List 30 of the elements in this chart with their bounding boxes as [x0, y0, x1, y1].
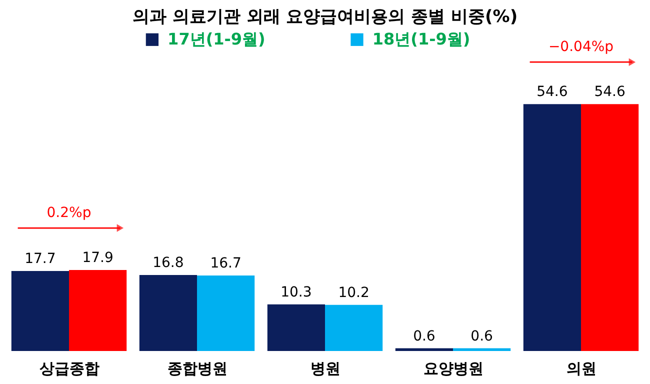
data-label: 10.3: [280, 284, 312, 300]
legend-label: 17년(1-9월): [168, 30, 266, 49]
data-label: 16.7: [210, 255, 242, 272]
data-label: 54.6: [594, 84, 626, 100]
bar: [581, 104, 639, 351]
data-label: 17.7: [24, 250, 56, 267]
bar: [11, 270, 69, 351]
bar: [267, 304, 325, 351]
data-label: 0.6: [413, 328, 436, 344]
x-tick-label: 종합병원: [168, 360, 228, 378]
data-label: 0.6: [470, 328, 494, 344]
bar: [325, 304, 383, 351]
chart-title: 의과 의료기관 외래 요양급여비용의 종별 비중(%): [132, 7, 518, 27]
bar: [395, 348, 453, 351]
annotation: 0.2%p: [46, 205, 92, 222]
text: −0.04%p: [548, 39, 614, 56]
bar: [197, 275, 255, 351]
bar: [139, 275, 197, 351]
bar: [453, 348, 511, 351]
x-tick-label: 상급종합: [40, 360, 100, 378]
x-tick-label: 병원: [310, 360, 340, 378]
legend-label: 18년(1-9월): [372, 30, 470, 49]
data-label: 10.2: [338, 284, 370, 301]
x-tick-label: 의원: [566, 360, 596, 378]
data-label: 54.6: [536, 84, 568, 100]
x-tick-label: 요양병원: [424, 360, 484, 378]
data-label: 17.9: [82, 250, 114, 266]
bar: [69, 270, 127, 351]
bar: [523, 104, 581, 351]
data-label: 16.8: [152, 255, 184, 272]
